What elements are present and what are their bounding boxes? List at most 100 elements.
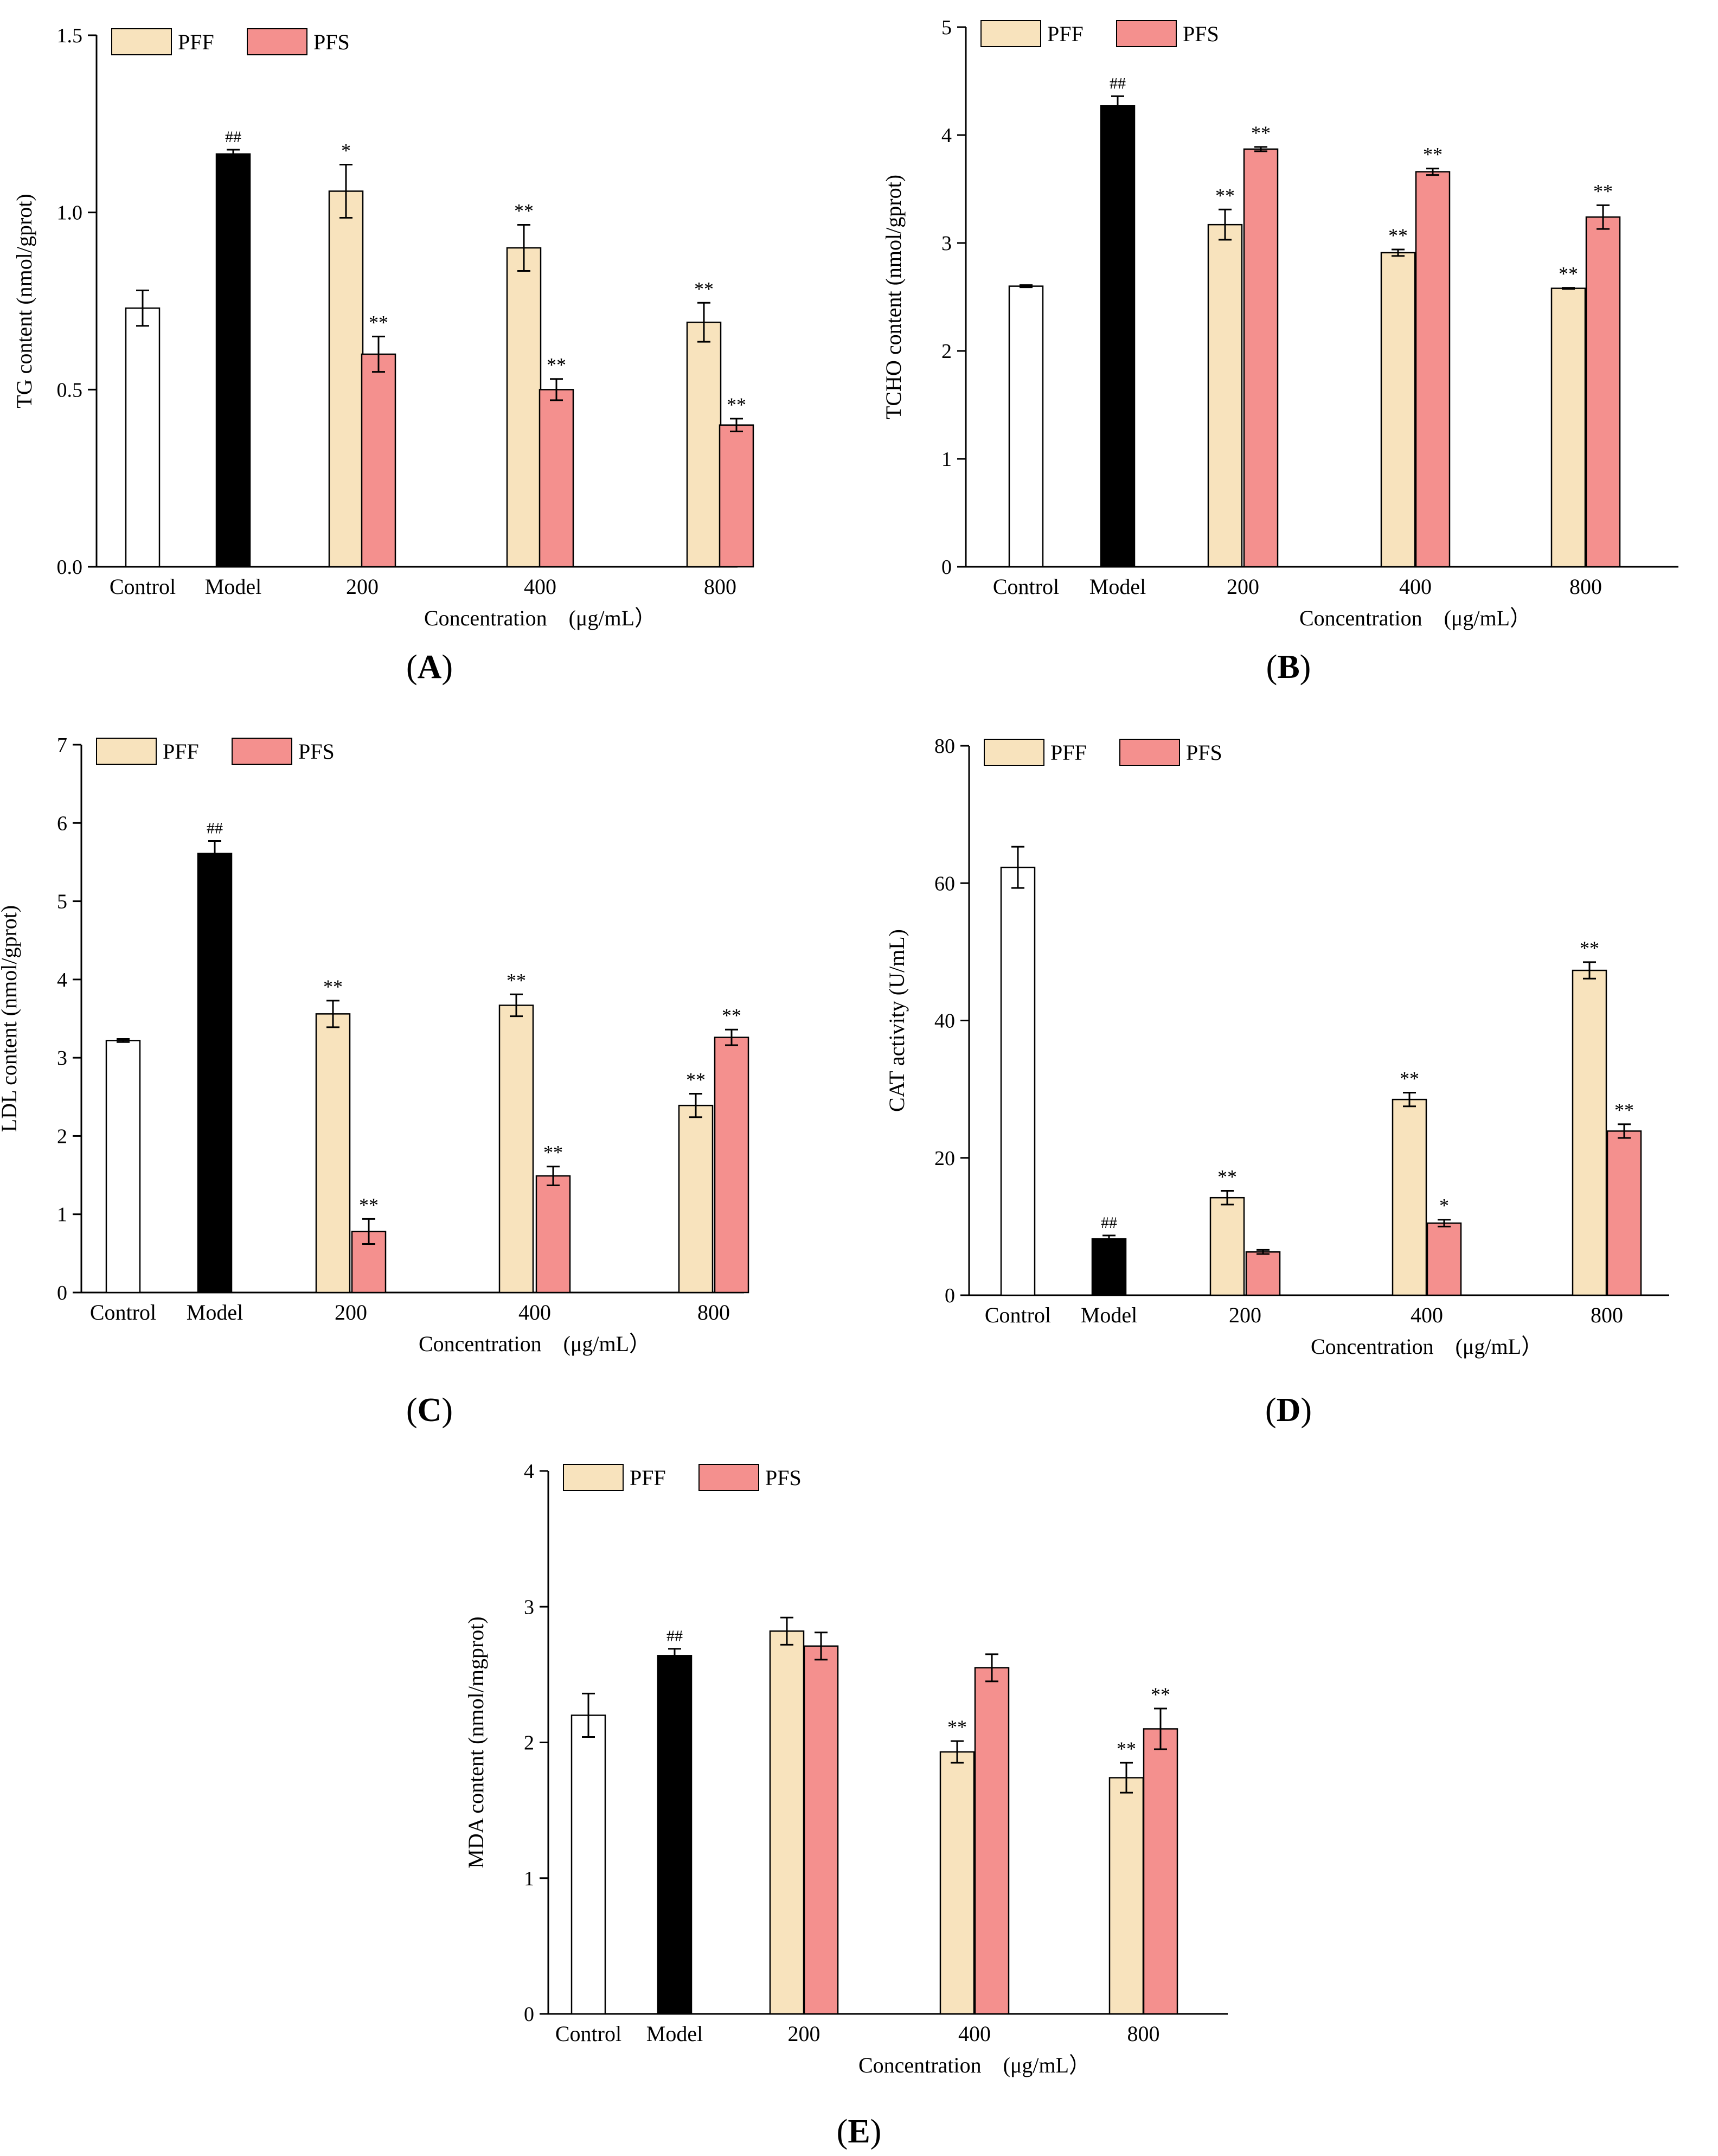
chart-b-svg: 0 1 2 3 4 5 TCHO content (nmol/gprot) ## ** ** ** *… <box>881 16 1678 630</box>
significance-mark: ** <box>1217 1166 1237 1188</box>
error-bar <box>1219 208 1232 241</box>
significance-mark: ** <box>727 394 746 415</box>
significance-mark: ** <box>1400 1067 1419 1089</box>
y-tick-label: 2 <box>941 340 952 363</box>
error-bar <box>582 1692 595 1738</box>
legend: PFF PFS <box>111 28 350 55</box>
error-bar <box>697 302 710 343</box>
significance-mark: * <box>1439 1195 1449 1217</box>
panel-label-e: (E) <box>836 2113 882 2150</box>
error-bar <box>227 149 240 159</box>
error-bar <box>326 1000 339 1028</box>
y-tick-label: 0.5 <box>57 379 83 401</box>
x-tick-label: 200 <box>1229 1303 1261 1327</box>
chart-panel-d: 0 20 40 60 80 CAT activity (U/mL) ## ** ** * ** ** C… <box>859 719 1718 1437</box>
significance-mark: ** <box>1593 180 1613 202</box>
significance-mark: ** <box>1215 184 1235 206</box>
legend-swatch-pff <box>111 28 172 55</box>
y-tick-label: 40 <box>934 1010 955 1033</box>
chart-panel-a: 0.0 0.5 1.0 1.5 TG content (nmol/gprot) ## * **… <box>0 0 859 719</box>
bar-control <box>105 1040 141 1294</box>
x-tick-label: 400 <box>958 2021 991 2046</box>
legend-swatch-pff <box>96 738 157 765</box>
x-tick-label: Model <box>187 1300 243 1325</box>
legend-swatch-pfs <box>1119 739 1180 766</box>
panel-label-a: (A) <box>406 649 453 686</box>
significance-mark: ** <box>1559 263 1578 285</box>
x-tick-label: 800 <box>1591 1303 1623 1327</box>
bar-model <box>197 853 233 1294</box>
x-tick-label: Control <box>555 2021 621 2046</box>
x-axis-title: Concentration (μg/mL） <box>858 2053 1091 2077</box>
significance-mark: ** <box>507 969 526 991</box>
bar-pff-400 <box>939 1751 975 2015</box>
error-bar <box>1403 1091 1416 1108</box>
significance-mark: ** <box>1151 1684 1170 1705</box>
error-bar <box>1102 1234 1116 1243</box>
bar-pfs-200 <box>1243 148 1279 568</box>
x-tick-label: 400 <box>1399 574 1432 599</box>
y-tick-label: 0 <box>941 556 952 579</box>
bar-pff-400 <box>498 1005 534 1294</box>
bar-pfs-800 <box>1606 1130 1642 1296</box>
y-tick-label: 1.5 <box>57 24 83 47</box>
error-bar <box>117 1038 130 1043</box>
bar-control <box>1008 285 1044 568</box>
error-bar <box>1392 248 1405 257</box>
y-axis-title: CAT activity (U/mL) <box>884 929 909 1112</box>
bar-pff-800 <box>1108 1777 1144 2015</box>
error-bar <box>985 1653 998 1682</box>
significance-mark: ** <box>1251 122 1271 144</box>
x-axis-title: Concentration (μg/mL） <box>1299 606 1531 630</box>
bar-pff-400 <box>506 247 542 568</box>
legend-label-pff: PFF <box>1050 740 1087 765</box>
x-axis-title: Concentration (μg/mL） <box>424 606 656 630</box>
legend-label-pfs: PFS <box>1186 740 1222 765</box>
x-tick-label: Control <box>993 574 1059 599</box>
y-tick-label: 0.0 <box>57 556 83 579</box>
error-bar <box>730 418 743 432</box>
error-bar <box>547 1166 560 1186</box>
bar-pff-200 <box>769 1630 805 2015</box>
error-bar <box>1020 284 1033 289</box>
bar-pfs-800 <box>1585 216 1621 568</box>
error-bar <box>1257 1249 1270 1255</box>
error-bar <box>951 1740 964 1764</box>
bar-model <box>215 153 251 568</box>
significance-mark: ** <box>359 1194 379 1215</box>
panel-label-b: (B) <box>1266 649 1311 686</box>
bar-control <box>570 1714 606 2015</box>
significance-mark: ## <box>666 1627 683 1645</box>
y-tick-label: 1 <box>941 448 952 471</box>
y-tick-label: 6 <box>57 812 67 835</box>
legend-label-pff: PFF <box>178 30 214 54</box>
y-tick-label: 20 <box>934 1147 955 1170</box>
significance-mark: ** <box>1580 937 1599 959</box>
y-tick-label: 3 <box>524 1596 534 1618</box>
y-tick-label: 1 <box>57 1204 67 1226</box>
bar-pfs-400 <box>535 1175 571 1294</box>
chart-e-svg: 0 1 2 3 4 MDA content (nmol/mgprot) ## ** ** ** Co… <box>464 1460 1228 2077</box>
x-tick-label: Control <box>985 1303 1051 1327</box>
y-tick-label: 5 <box>57 891 67 913</box>
significance-mark: ** <box>686 1069 706 1091</box>
bar-control <box>1000 866 1036 1296</box>
legend-swatch-pff <box>984 739 1044 766</box>
x-tick-label: 200 <box>1227 574 1259 599</box>
significance-mark: ** <box>722 1005 741 1026</box>
bar-pff-200 <box>328 190 364 568</box>
legend: PFF PFS <box>984 739 1222 766</box>
bar-pff-400 <box>1380 252 1416 568</box>
y-tick-label: 0 <box>524 2003 534 2026</box>
significance-mark: ** <box>514 200 534 222</box>
error-bar <box>550 378 563 401</box>
significance-mark: ** <box>1388 225 1408 246</box>
error-bar <box>517 224 530 272</box>
error-bar <box>1438 1219 1451 1227</box>
legend-swatch-pfs <box>698 1464 759 1491</box>
x-axis-title: Concentration (μg/mL） <box>419 1332 651 1356</box>
error-bar <box>1120 1762 1133 1794</box>
y-tick-label: 7 <box>57 734 67 757</box>
y-axis-title: TCHO content (nmol/gprot) <box>881 175 906 419</box>
